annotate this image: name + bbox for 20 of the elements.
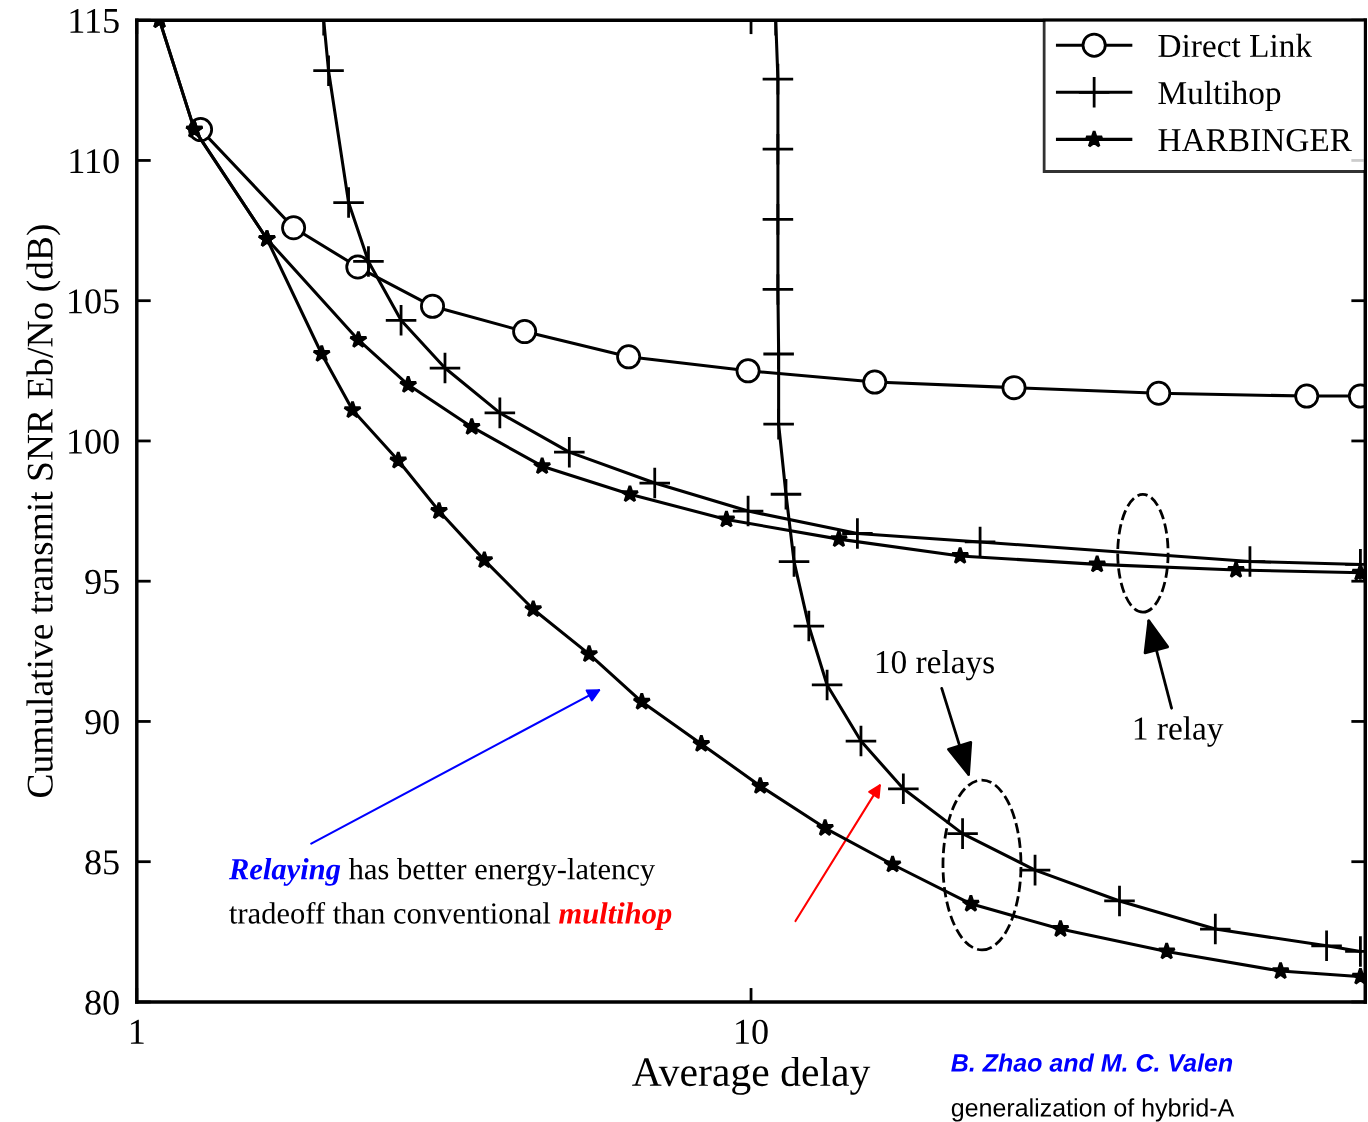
y-tick-label: 100 bbox=[69, 429, 119, 454]
y-tick-label: 80 bbox=[85, 990, 119, 1015]
y-tick-label: 90 bbox=[85, 709, 119, 735]
legend-label: Direct Link bbox=[1158, 33, 1313, 58]
legend-label: Multihop bbox=[1158, 80, 1281, 112]
y-tick-label: 105 bbox=[69, 289, 119, 314]
x-tick-label: 1 bbox=[130, 1019, 144, 1044]
legend-label: HARBINGER bbox=[1158, 128, 1352, 152]
y-tick-label: 95 bbox=[85, 569, 119, 595]
y-tick-label: 85 bbox=[85, 850, 119, 875]
text: generalization of hybrid-A bbox=[951, 1098, 1235, 1122]
y-tick-label: 115 bbox=[70, 8, 119, 34]
text: B. Zhao and M. C. Valen bbox=[951, 1053, 1233, 1072]
x-axis-title: Average delay bbox=[632, 1056, 871, 1095]
y-tick-label: 110 bbox=[70, 148, 119, 174]
annotation: 10 relays bbox=[876, 649, 994, 681]
annotation: Relaying has better energy-latency tradeoff than conventional multihop bbox=[228, 858, 672, 930]
annotation: 1 relay bbox=[1134, 716, 1224, 747]
y-axis-title: Cumulative transmit SNR Eb/No (dB) bbox=[26, 225, 61, 798]
x-tick-label: 10 bbox=[736, 1019, 768, 1045]
